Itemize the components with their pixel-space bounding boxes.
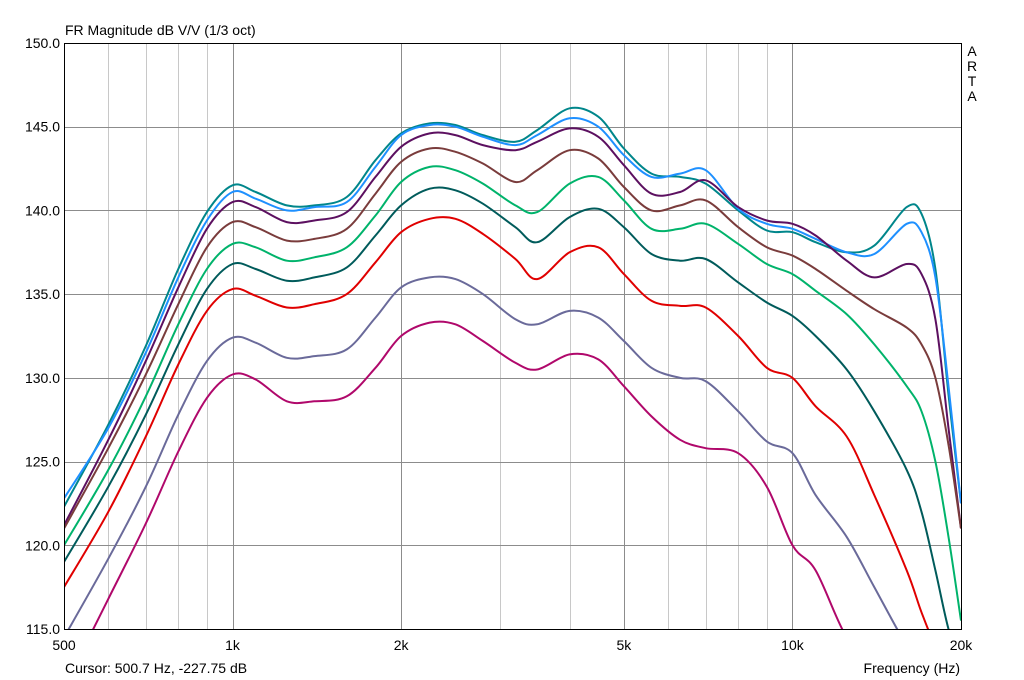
series-line — [64, 117, 961, 504]
brand-letter: A — [967, 43, 977, 59]
series-line — [92, 320, 844, 629]
y-tick-label: 115.0 — [26, 621, 60, 637]
plot-frame — [64, 43, 962, 630]
x-tick-label: 5k — [617, 637, 633, 653]
x-tick-label: 10k — [781, 637, 805, 653]
series-line — [64, 216, 930, 629]
series-line — [64, 127, 961, 529]
tick-labels: 115.0 120.0 125.0 130.0 135.0 140.0 145.0 150.0… — [25, 35, 973, 653]
x-tick-label: 500 — [52, 637, 76, 653]
series-lines — [64, 106, 961, 629]
series-line — [64, 146, 961, 529]
series-line — [64, 106, 961, 508]
brand-letter: A — [967, 88, 977, 104]
y-tick-label: 150.0 — [25, 35, 60, 51]
y-tick-label: 145.0 — [25, 119, 60, 135]
y-tick-label: 120.0 — [25, 537, 60, 553]
brand-letter: R — [966, 58, 978, 74]
y-tick-label: 135.0 — [25, 286, 60, 302]
x-axis-label: Frequency (Hz) — [863, 660, 960, 676]
series-line — [64, 165, 961, 621]
chart-title: FR Magnitude dB V/V (1/3 oct) — [65, 22, 256, 38]
y-tick-label: 125.0 — [25, 454, 60, 470]
brand-letter: T — [967, 73, 977, 89]
x-tick-label: 1k — [225, 637, 241, 653]
series-line — [67, 275, 899, 629]
x-tick-label: 2k — [394, 637, 410, 653]
x-tick-label: 20k — [950, 637, 974, 653]
y-tick-label: 130.0 — [25, 370, 60, 386]
plot-area — [64, 43, 961, 629]
cursor-readout: Cursor: 500.7 Hz, -227.75 dB — [65, 660, 248, 676]
series-line — [64, 186, 950, 629]
y-tick-label: 140.0 — [25, 202, 60, 218]
